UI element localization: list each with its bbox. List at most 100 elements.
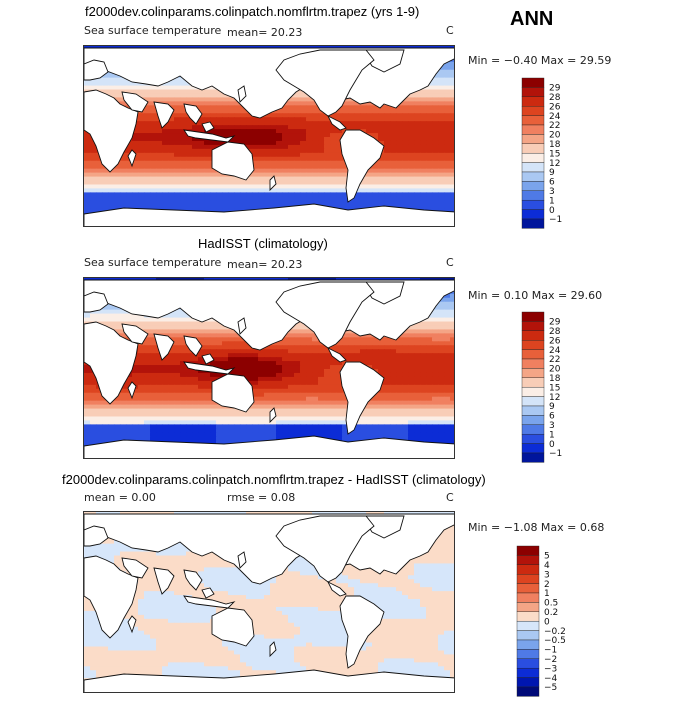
sst-cell	[276, 376, 283, 382]
sst-cell	[132, 317, 139, 323]
sst-cell	[384, 380, 391, 386]
sst-cell	[294, 325, 301, 331]
sst-cell	[294, 176, 301, 182]
sst-cell	[426, 341, 433, 346]
sst-cell	[360, 200, 367, 205]
sst-cell	[210, 109, 217, 114]
sst-cell	[198, 396, 205, 402]
sst-cell	[90, 85, 97, 91]
sst-cell	[306, 129, 313, 134]
sst-cell	[144, 376, 151, 382]
sst-cell	[156, 361, 163, 366]
sst-cell	[282, 341, 289, 346]
sst-cell	[444, 152, 451, 158]
sst-cell	[102, 204, 109, 209]
sst-cell	[366, 117, 373, 122]
sst-cell	[180, 121, 187, 126]
sst-cell	[300, 192, 307, 197]
sst-cell	[444, 101, 451, 106]
sst-cell	[306, 384, 313, 390]
sst-cell	[444, 325, 451, 331]
sst-cell	[408, 349, 415, 354]
sst-cell	[180, 200, 187, 205]
sst-cell	[270, 376, 277, 382]
sst-cell	[354, 196, 361, 201]
sst-cell	[414, 137, 421, 142]
land-southamerica	[339, 129, 385, 203]
sst-cell	[384, 152, 391, 158]
sst-cell	[330, 184, 337, 190]
sst-cell	[210, 93, 217, 99]
sst-cell	[174, 105, 181, 110]
sst-cell	[156, 172, 163, 178]
panel-1-mean: mean= 20.23	[227, 26, 303, 39]
sst-cell	[180, 113, 187, 118]
sst-cell	[390, 369, 397, 374]
sst-cell	[252, 388, 259, 394]
sst-cell	[240, 196, 247, 201]
sst-cell	[192, 369, 199, 374]
sst-cell	[342, 337, 349, 342]
sst-cell	[330, 172, 337, 178]
sst-cell	[108, 89, 115, 95]
sst-cell	[102, 81, 109, 87]
sst-cell	[114, 168, 121, 174]
sst-cell	[252, 160, 259, 166]
sst-cell	[204, 113, 211, 118]
sst-cell	[414, 121, 421, 126]
sst-cell	[432, 152, 439, 158]
sst-cell	[360, 353, 367, 358]
sst-cell	[444, 309, 451, 315]
sst-cell	[162, 160, 169, 166]
sst-cell	[90, 309, 97, 315]
sst-cell	[300, 176, 307, 182]
sst-cell	[222, 188, 229, 193]
sst-cell	[264, 140, 271, 146]
sst-cell	[318, 196, 325, 201]
sst-cell	[276, 148, 283, 154]
sst-cell	[198, 384, 205, 390]
sst-cell	[258, 125, 265, 130]
sst-cell	[432, 349, 439, 354]
sst-cell	[126, 148, 133, 154]
sst-cell	[408, 140, 415, 146]
sst-cell	[114, 309, 121, 315]
sst-cell	[402, 333, 409, 338]
sst-cell	[450, 365, 454, 370]
sst-cell	[264, 121, 271, 126]
sst-cell	[264, 388, 271, 394]
sst-cell	[276, 125, 283, 130]
sst-cell	[426, 345, 433, 350]
sst-cell	[390, 341, 397, 346]
sst-cell	[198, 400, 205, 406]
sst-cell	[240, 204, 247, 209]
sst-cell	[174, 89, 181, 95]
sst-cell	[426, 361, 433, 366]
sst-cell	[300, 172, 307, 178]
sst-cell	[246, 125, 253, 130]
sst-cell	[192, 200, 199, 205]
sst-cell	[396, 117, 403, 122]
sst-cell	[378, 349, 385, 354]
sst-cell	[114, 204, 121, 209]
sst-cell	[420, 380, 427, 386]
sst-cell	[450, 305, 454, 311]
sst-cell	[264, 129, 271, 134]
sst-cell	[192, 376, 199, 382]
panel-2-map	[83, 277, 455, 459]
sst-cell	[282, 396, 289, 402]
sst-cell	[294, 196, 301, 201]
sst-cell	[384, 196, 391, 201]
sst-cell	[414, 325, 421, 331]
sst-cell	[396, 204, 403, 209]
sst-cell	[180, 89, 187, 95]
colorbar-swatch	[521, 124, 545, 135]
sst-cell	[210, 372, 217, 378]
sst-cell	[144, 372, 151, 378]
sst-cell	[420, 164, 427, 170]
sst-cell	[420, 121, 427, 126]
sst-cell	[288, 109, 295, 114]
sst-cell	[408, 105, 415, 110]
sst-cell	[432, 148, 439, 154]
sst-cell	[132, 388, 139, 394]
